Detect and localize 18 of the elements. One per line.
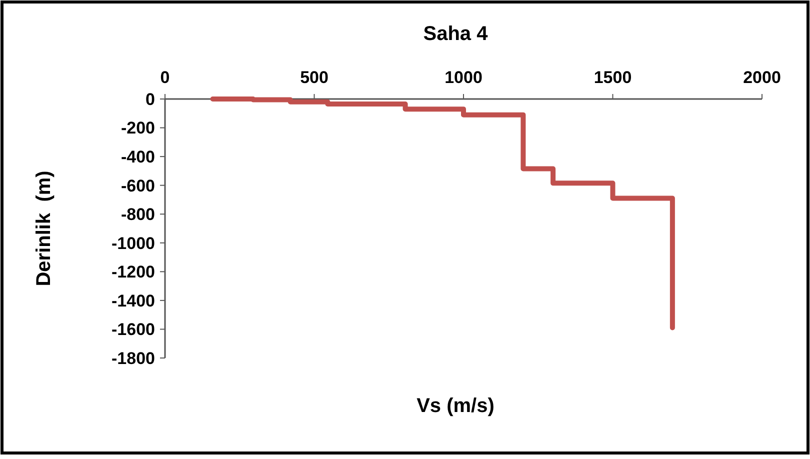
x-tick-label: 0 <box>160 68 170 87</box>
y-tick-label: -200 <box>120 118 155 138</box>
y-tick-label: -400 <box>120 148 155 167</box>
x-tick-label: 1000 <box>444 68 482 87</box>
y-tick-label: 0 <box>146 90 155 109</box>
y-tick-label: -600 <box>120 176 155 196</box>
x-tick-label: 2000 <box>743 68 781 87</box>
y-axis-title: Derinlik (m) <box>33 170 55 286</box>
y-tick-label: -800 <box>120 205 155 224</box>
y-tick-label: -1800 <box>112 348 155 368</box>
y-tick-label: -1400 <box>112 291 155 310</box>
y-tick-label: -1200 <box>112 262 155 282</box>
chart-title: Saha 4 <box>423 23 489 45</box>
y-tick-label: -1600 <box>112 320 155 340</box>
y-tick-label: -1000 <box>112 234 155 253</box>
x-tick-label: 500 <box>300 68 328 87</box>
x-tick-label: 1500 <box>594 68 632 87</box>
x-axis-title: Vs (m/s) <box>416 395 494 417</box>
